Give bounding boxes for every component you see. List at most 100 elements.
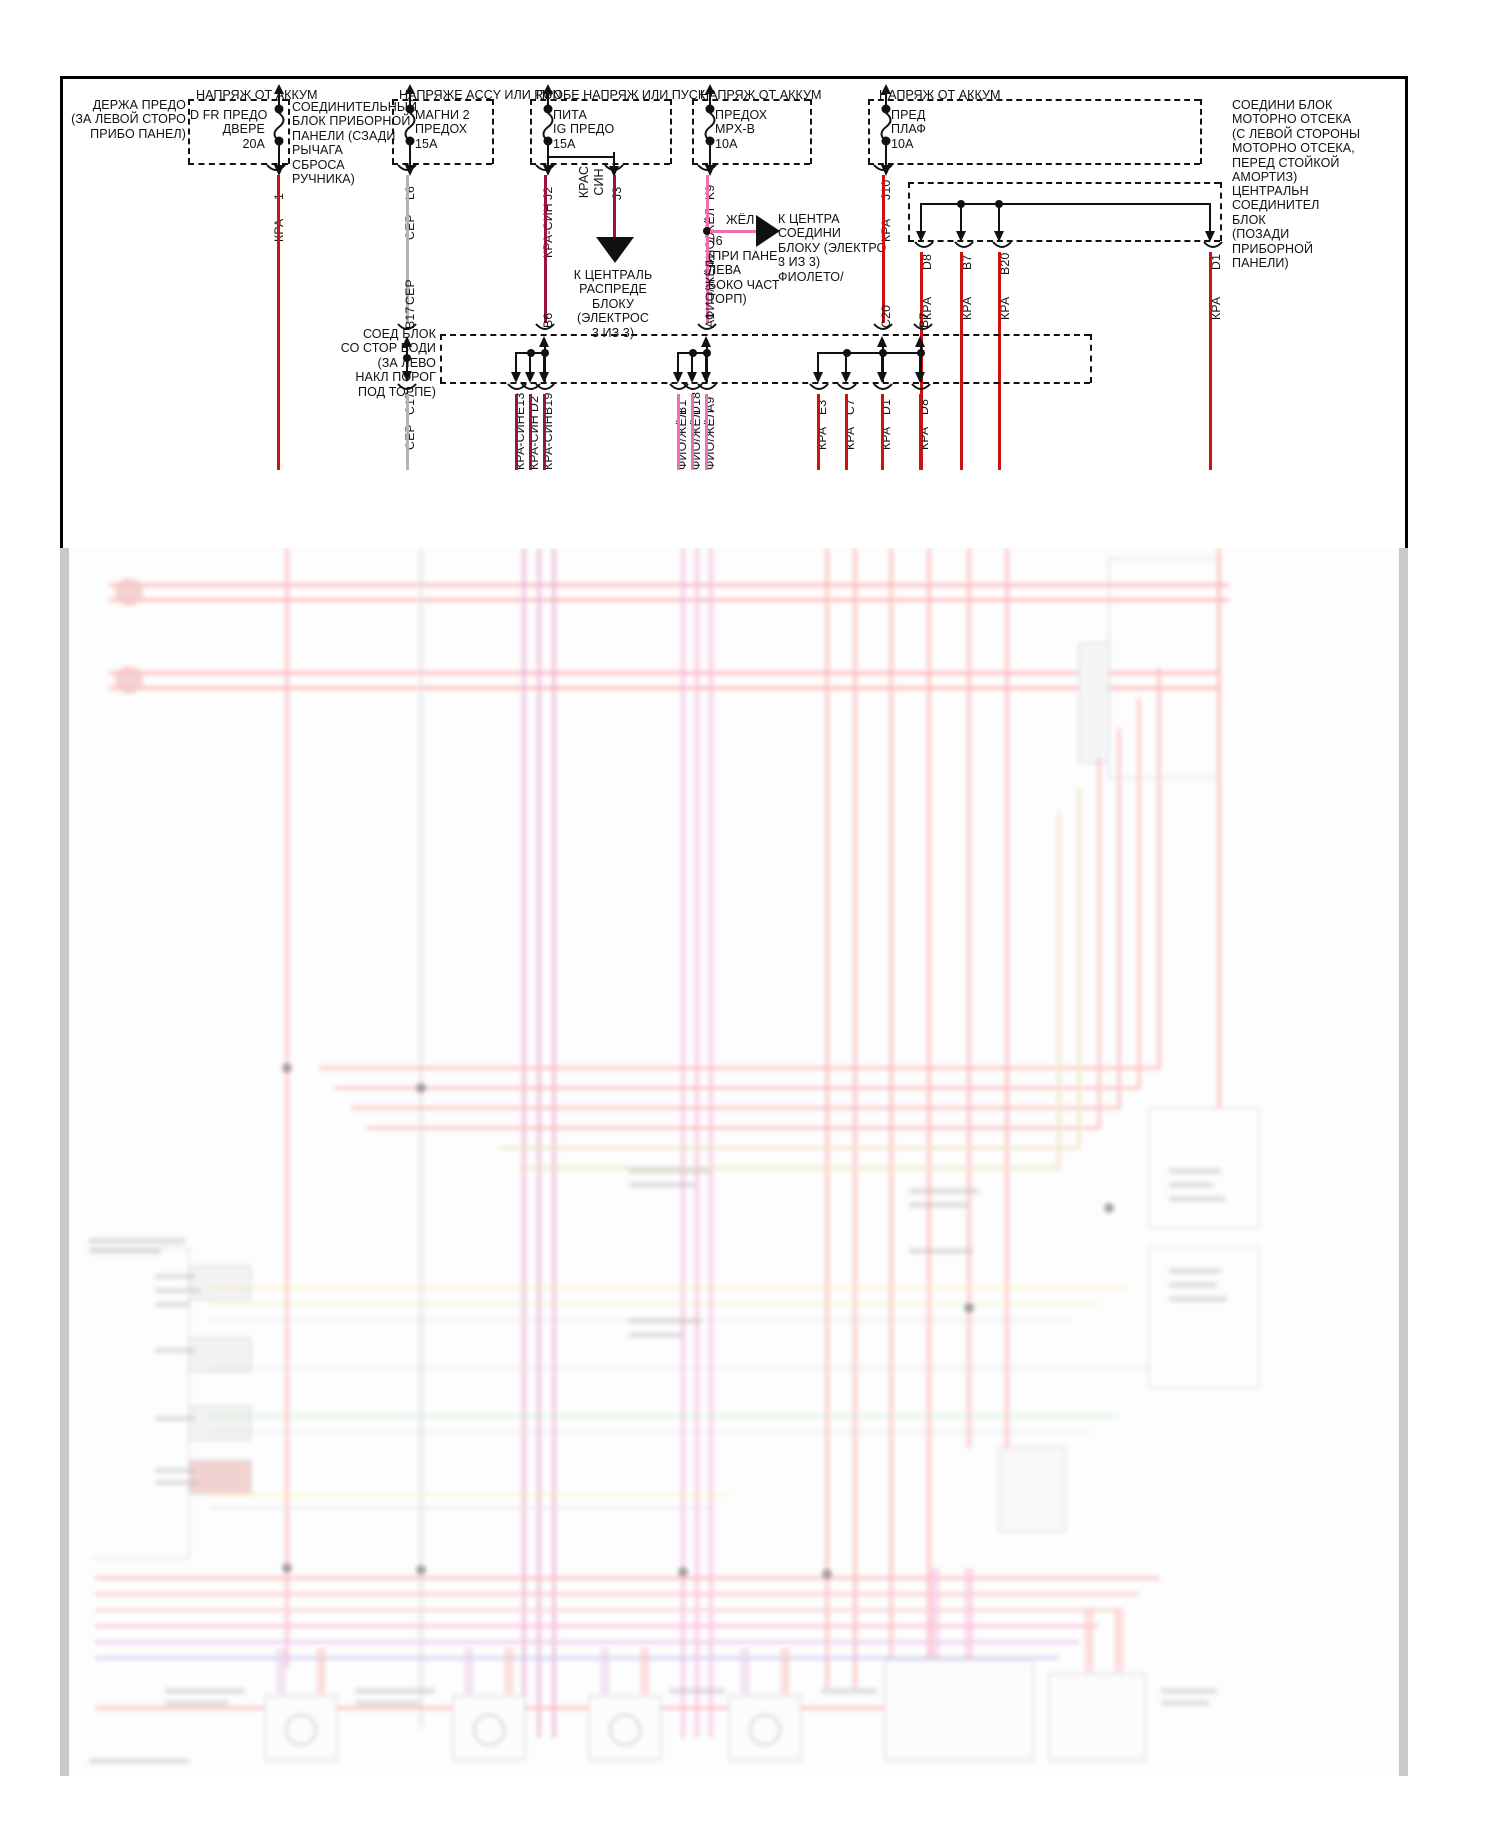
- cjb-arc-d8: [914, 241, 934, 248]
- wire-fuse1-red: [277, 175, 280, 470]
- source-header-2: НАПРЯЖЕ ACCY ИЛИ RUN: [399, 88, 562, 102]
- fuse-5-pin-arc: [873, 164, 893, 171]
- label-central-junction-block: ЦЕНТРАЛЬН СОЕДИНИТЕЛ БЛОК (ПОЗАДИ ПРИБОР…: [1232, 184, 1320, 271]
- dsb-arrow-d18: [687, 352, 697, 383]
- fusebox-4-right: [810, 99, 812, 164]
- dsb-arrow-d2: [525, 352, 535, 383]
- dsb-arrow-e3: [813, 352, 823, 383]
- fuse-symbol-4: [704, 84, 716, 176]
- connector-ref-a-text: К ЦЕНТРАЛЬ РАСПРЕДЕ БЛОКУ (ЭЛЕКТРОС 3 ИЗ…: [573, 268, 653, 340]
- dsb-arc-a9: [697, 383, 717, 390]
- dsb-arrow-b19: [539, 352, 549, 383]
- cjb-bottom: [908, 240, 1220, 242]
- fusebox-2-top: [392, 99, 492, 101]
- wire-fuse3b-redblue: [613, 175, 616, 237]
- fusebox-1-bottom: [188, 163, 288, 165]
- fusebox-1-right: [288, 99, 290, 164]
- fusebox-4-top: [692, 99, 810, 101]
- dsb-arc-c17: [397, 383, 417, 390]
- fuse-3-name: ПИТА IG ПРЕДО: [553, 108, 615, 137]
- fuse-2-rating: 15A: [415, 137, 438, 151]
- fuse-2-name: МАГНИ 2 ПРЕДОХ: [415, 108, 470, 137]
- fuse-3-pin-arc: [535, 164, 555, 171]
- dsb-arc-a1: [697, 323, 717, 330]
- cjb-arc-d1: [1203, 241, 1223, 248]
- fusebox-3-left: [530, 99, 532, 164]
- fuse-4-rating: 10A: [715, 137, 738, 151]
- frame-right-rule: [1405, 76, 1408, 548]
- wire-b1: [677, 394, 680, 470]
- wire-e13: [515, 394, 518, 470]
- fusebox-4-bottom: [692, 163, 810, 165]
- dsb-arc-e3: [809, 383, 829, 390]
- dsb-dot-c17: [403, 354, 411, 362]
- dsb-arc-d1-lower: [873, 383, 893, 390]
- dsb-left: [440, 334, 442, 383]
- branch-wire-yellow: [710, 230, 756, 233]
- wire-d8-lower: [919, 394, 922, 470]
- dsb-arrow-b1: [673, 352, 683, 383]
- fuse-1-rating: 20A: [242, 137, 265, 151]
- cjb-arrow-d8: [916, 203, 926, 242]
- wire-fuse3-redblue-upper: [544, 175, 547, 323]
- fuse-4-name: ПРЕДОХ MPX-B: [715, 108, 768, 137]
- dsb-arrow-up-b6: [539, 336, 549, 347]
- fuse-3-rating: 15A: [553, 137, 576, 151]
- dsb-arc-b7: [913, 323, 933, 330]
- fuse-5-rating: 10A: [891, 137, 914, 151]
- label-junction-dash-panel: СОЕДИНИТЕЛЬНЫЙ БЛОК ПРИБОРНОЙ ПАНЕЛИ (СЗ…: [292, 100, 418, 187]
- dsb-arrow-e13: [511, 352, 521, 383]
- dsb-bottom: [440, 382, 1090, 384]
- dsb-arc-b19: [535, 383, 555, 390]
- connector-ref-b-text: К ЦЕНТРА СОЕДИНИ БЛОКУ (ЭЛЕКТРО 3 ИЗ 3) …: [778, 212, 887, 284]
- fusebox-3-bottom: [530, 163, 670, 165]
- label-driver-side-block: СОЕД БЛОК СО СТОР ВОДИ (ЗА ЛЕВО НАКЛ ПОР…: [340, 327, 436, 399]
- wire-c7: [845, 394, 848, 470]
- fuse-5-name: ПРЕД ПЛАФ: [891, 108, 927, 137]
- source-header-5: НАПРЯЖ ОТ АККУМ: [879, 88, 1001, 102]
- cjb-arrow-b7: [956, 203, 966, 242]
- source-header-1: НАПРЯЖ ОТ АККУМ: [196, 88, 318, 102]
- dsb-arc-d8-lower: [911, 383, 931, 390]
- branch-wire-color-label: ЖЁЛ: [726, 213, 755, 227]
- fusebox-5-top: [868, 99, 1200, 101]
- cjb-arc-b20: [992, 241, 1012, 248]
- wire-cjb-b7: [960, 252, 963, 470]
- splice-dot-i6: [703, 227, 711, 235]
- dsb-arrow-up-a1: [701, 336, 711, 347]
- wire-3b-color: КРАС СИН: [577, 165, 606, 199]
- fusebox-5-left: [868, 99, 870, 164]
- fusebox-5-bottom: [868, 163, 1200, 165]
- dsb-arrow-d8-lower: [915, 352, 925, 383]
- fusebox-2-left: [392, 99, 394, 164]
- cjb-arc-b7: [954, 241, 974, 248]
- fuse-2-pin-arc: [397, 164, 417, 171]
- connector-ref-b-triangle: [756, 215, 800, 260]
- dsb-arrow-d1-lower: [877, 352, 887, 383]
- cjb-right: [1220, 182, 1222, 241]
- dsb-arrow-c7: [841, 352, 851, 383]
- dsb-arc-b6: [535, 323, 555, 330]
- wire-fuse2-gray-upper: [406, 175, 409, 323]
- fusebox-3-right: [670, 99, 672, 164]
- dsb-arc-c20: [873, 323, 893, 330]
- fusebox-2-right: [492, 99, 494, 164]
- cjb-top: [908, 182, 1220, 184]
- frame-left-rule: [60, 76, 63, 548]
- label-engine-bay-block: СОЕДИНИ БЛОК МОТОРНО ОТСЕКА (С ЛЕВОЙ СТО…: [1232, 98, 1361, 185]
- fuse-3b-pin-arc: [604, 164, 624, 171]
- splice-id-i6: I6: [712, 234, 723, 248]
- lower-diagram-content: [69, 548, 1399, 1776]
- wire-e3: [817, 394, 820, 470]
- connector-ref-a-triangle: [596, 237, 650, 285]
- fuse3-branch-line: [547, 156, 613, 158]
- wire-c17-gray: [406, 394, 409, 470]
- fuse-4-pin-arc: [697, 164, 717, 171]
- dsb-top: [440, 334, 1090, 336]
- wire-fuse4-violet-yellow: [706, 175, 709, 323]
- dsb-arc-c7: [837, 383, 857, 390]
- splice-location-text: (ПРИ ПАНЕ, ЛЕВА БОКО ЧАСТ ТОРП): [708, 249, 782, 307]
- fusebox-4-left: [692, 99, 694, 164]
- cjb-arrow-b20: [994, 203, 1004, 242]
